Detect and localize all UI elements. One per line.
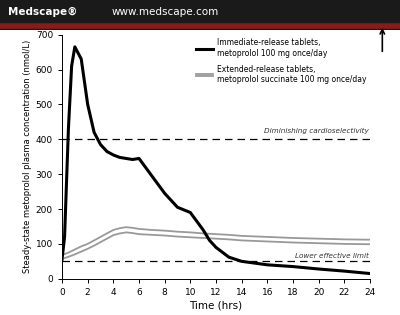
Text: Lower effective limit: Lower effective limit [295, 253, 369, 259]
X-axis label: Time (hrs): Time (hrs) [190, 301, 242, 311]
Text: Medscape®: Medscape® [8, 7, 77, 17]
Legend: Immediate-release tablets,
metoprolol 100 mg once/day, Extended-release tablets,: Immediate-release tablets, metoprolol 10… [196, 38, 366, 84]
Y-axis label: Steady-state metoprolol plasma concentration (nmol/L): Steady-state metoprolol plasma concentra… [22, 40, 32, 273]
Text: Diminishing cardioselectivity: Diminishing cardioselectivity [264, 128, 369, 135]
Text: www.medscape.com: www.medscape.com [112, 7, 219, 17]
